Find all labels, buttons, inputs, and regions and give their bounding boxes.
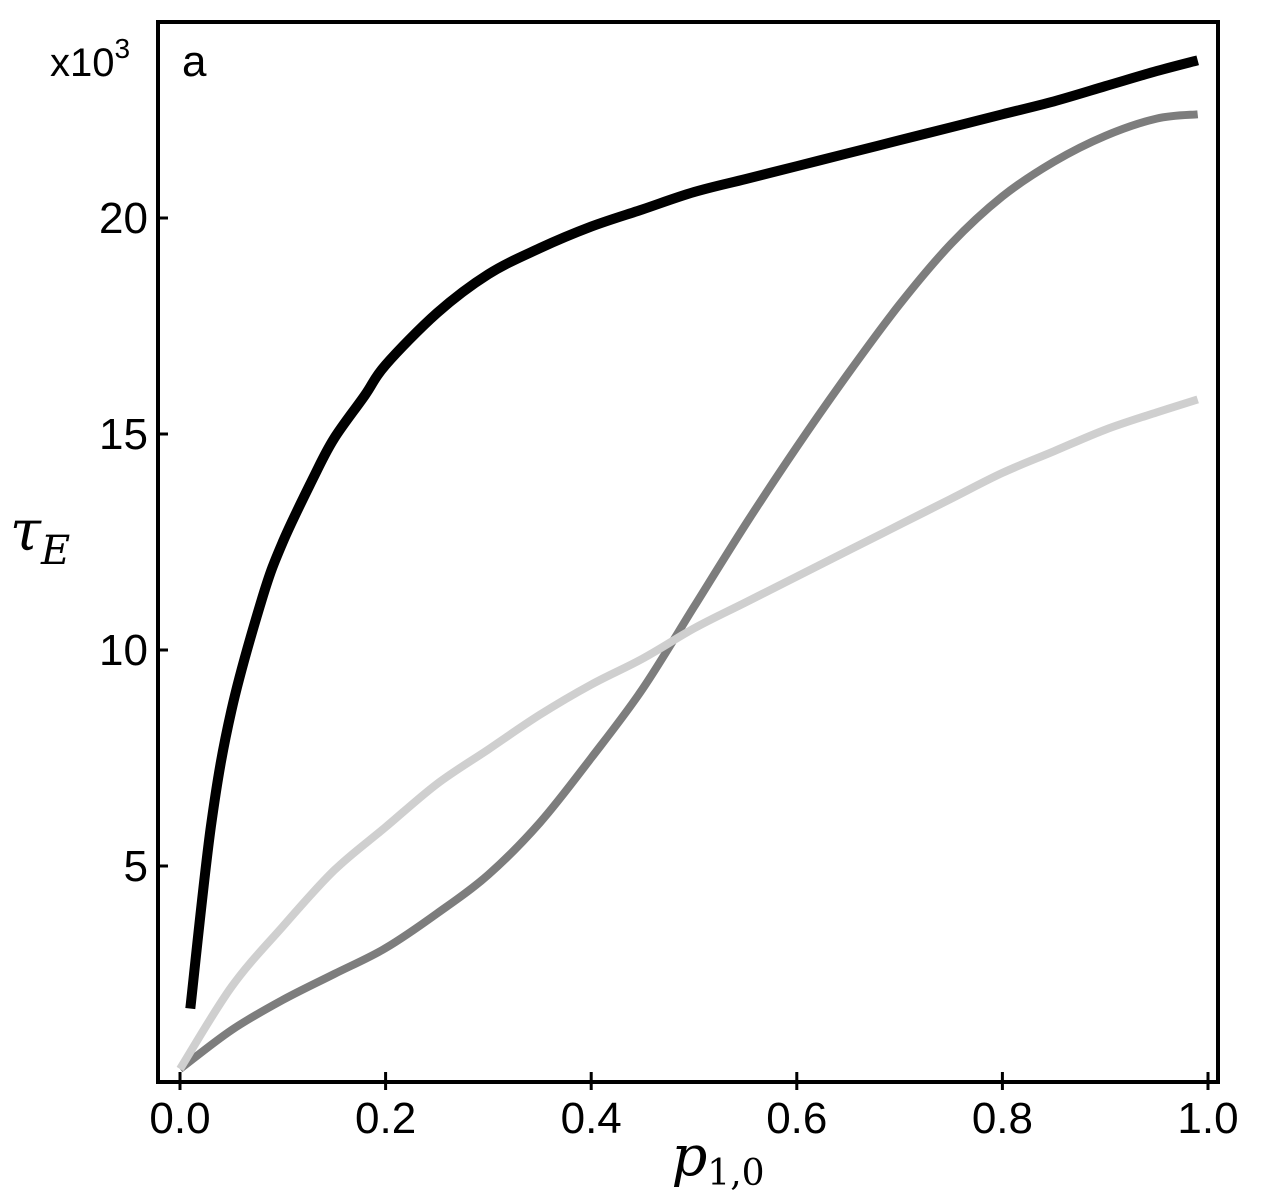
y-axis: 5 10 15 20 (99, 194, 168, 891)
x-axis-label: p1,0 (671, 1124, 764, 1194)
y-axis-label-subscript: E (40, 528, 70, 574)
y-tick-label-2: 15 (99, 410, 148, 459)
x-tick-label-3: 0.6 (766, 1094, 827, 1143)
series-line-2 (177, 110, 1199, 1073)
x-axis: 0.0 0.2 0.4 0.6 0.8 1.0 (149, 1072, 1239, 1143)
x-axis-label-symbol: p (671, 1124, 707, 1189)
series-line-3 (176, 395, 1199, 1072)
y-tick-label-1: 10 (99, 626, 148, 675)
y-tick-label-0: 5 (124, 842, 148, 891)
multiplier-exponent: 3 (115, 33, 131, 64)
x-tick-label-5: 1.0 (1177, 1094, 1238, 1143)
series-line-1 (185, 55, 1199, 1010)
y-axis-label: τE (10, 499, 70, 574)
series-layer (176, 55, 1199, 1073)
x-tick-label-4: 0.8 (972, 1094, 1033, 1143)
y-axis-label-symbol: τ (10, 499, 42, 564)
x-tick-label-1: 0.2 (355, 1094, 416, 1143)
x-axis-label-subscript: 1,0 (707, 1153, 764, 1194)
x-tick-label-0: 0.0 (149, 1094, 210, 1143)
multiplier-base: x10 (50, 41, 115, 85)
x-tick-label-2: 0.4 (561, 1094, 622, 1143)
panel-label: a (182, 37, 207, 86)
y-tick-label-3: 20 (99, 194, 148, 243)
plot-frame (156, 20, 1220, 1084)
y-axis-multiplier: x103 (50, 33, 130, 85)
